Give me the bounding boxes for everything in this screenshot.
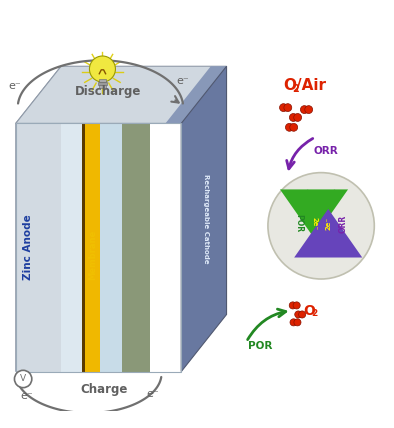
Text: 2e⁻: 2e⁻	[325, 217, 331, 230]
Text: V: V	[20, 374, 26, 383]
Polygon shape	[16, 66, 227, 123]
Circle shape	[284, 104, 292, 112]
Circle shape	[285, 123, 293, 131]
Polygon shape	[165, 66, 227, 123]
Polygon shape	[85, 123, 100, 372]
Circle shape	[325, 192, 335, 202]
Circle shape	[300, 106, 308, 113]
Polygon shape	[82, 123, 85, 372]
Circle shape	[290, 123, 297, 131]
Text: Discharge: Discharge	[75, 85, 141, 98]
Circle shape	[307, 192, 318, 202]
Text: ORR: ORR	[339, 214, 348, 232]
Text: 2: 2	[292, 84, 299, 94]
Circle shape	[289, 113, 297, 122]
Text: ORR: ORR	[314, 146, 338, 156]
Circle shape	[325, 244, 335, 254]
Circle shape	[294, 113, 301, 122]
Polygon shape	[100, 123, 122, 372]
Text: 2e⁻: 2e⁻	[311, 217, 317, 230]
Text: O: O	[284, 78, 297, 93]
Circle shape	[299, 311, 306, 318]
Text: /Air: /Air	[296, 78, 326, 93]
FancyBboxPatch shape	[99, 79, 106, 82]
Polygon shape	[16, 66, 61, 372]
Text: e⁻: e⁻	[21, 391, 33, 401]
Polygon shape	[61, 123, 85, 372]
Circle shape	[290, 319, 297, 326]
Text: e⁻: e⁻	[177, 76, 189, 86]
Text: O: O	[303, 303, 315, 318]
Text: Charge: Charge	[81, 383, 128, 396]
Text: e⁻: e⁻	[8, 81, 21, 91]
Circle shape	[279, 104, 287, 112]
Circle shape	[293, 302, 300, 309]
Text: Rechargeable Cathode: Rechargeable Cathode	[203, 174, 209, 264]
FancyBboxPatch shape	[99, 85, 106, 87]
Circle shape	[289, 302, 296, 309]
Polygon shape	[100, 123, 150, 372]
Circle shape	[307, 244, 318, 254]
FancyBboxPatch shape	[98, 82, 107, 85]
Circle shape	[89, 56, 115, 82]
Text: e⁻: e⁻	[147, 389, 160, 399]
Circle shape	[294, 319, 301, 326]
Polygon shape	[16, 123, 61, 372]
Text: POR: POR	[294, 214, 303, 232]
Circle shape	[305, 106, 313, 113]
Text: Membrane: Membrane	[88, 230, 97, 280]
Text: POR: POR	[248, 341, 272, 351]
Polygon shape	[181, 66, 227, 372]
Circle shape	[15, 370, 32, 388]
FancyArrowPatch shape	[294, 209, 362, 258]
Text: 2: 2	[311, 309, 318, 318]
Text: Zinc Anode: Zinc Anode	[23, 214, 33, 280]
Circle shape	[268, 172, 374, 279]
FancyArrowPatch shape	[280, 190, 348, 238]
Circle shape	[295, 311, 302, 318]
